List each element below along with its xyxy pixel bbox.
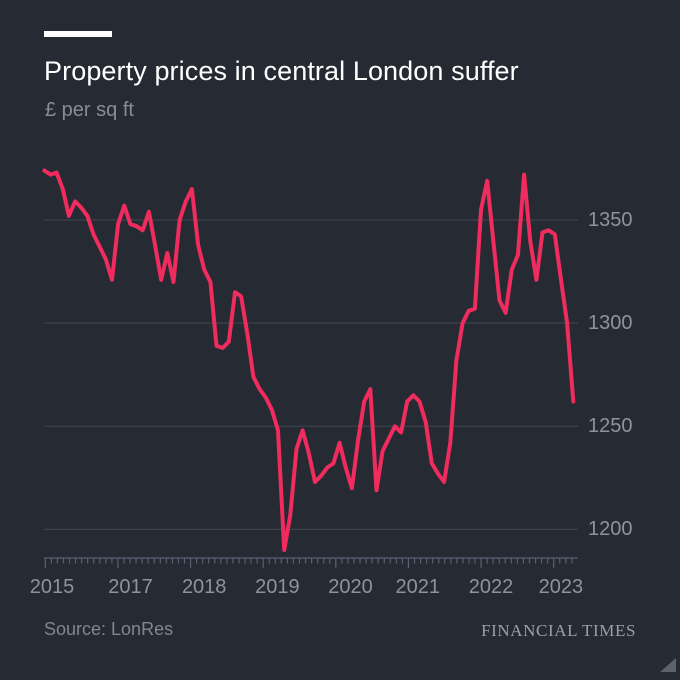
price-line bbox=[42, 168, 576, 552]
y-tick-label: 1250 bbox=[588, 415, 633, 438]
x-tick-label: 2015 bbox=[29, 576, 75, 598]
x-tick-label: 2023 bbox=[538, 576, 584, 598]
chart-title: Property prices in central London suffer bbox=[44, 56, 519, 86]
ft-wordmark: FINANCIAL TIMES bbox=[481, 621, 636, 640]
x-tick-label: 2017 bbox=[108, 576, 153, 598]
accent-bar bbox=[44, 31, 112, 37]
y-tick-label: 1300 bbox=[588, 312, 633, 335]
x-tick-label: 2022 bbox=[468, 576, 514, 598]
x-tick-label: 2020 bbox=[328, 576, 373, 598]
x-tick-label: 2021 bbox=[395, 576, 441, 598]
corner-fold-icon bbox=[660, 658, 676, 672]
source-note: Source: LonRes bbox=[44, 619, 174, 639]
y-tick-label: 1350 bbox=[588, 209, 633, 231]
x-tick-label: 2018 bbox=[181, 576, 227, 598]
x-tick-label: 2019 bbox=[255, 576, 300, 598]
chart-subtitle: £ per sq ft bbox=[45, 99, 134, 121]
y-tick-label: 1200 bbox=[588, 518, 633, 541]
